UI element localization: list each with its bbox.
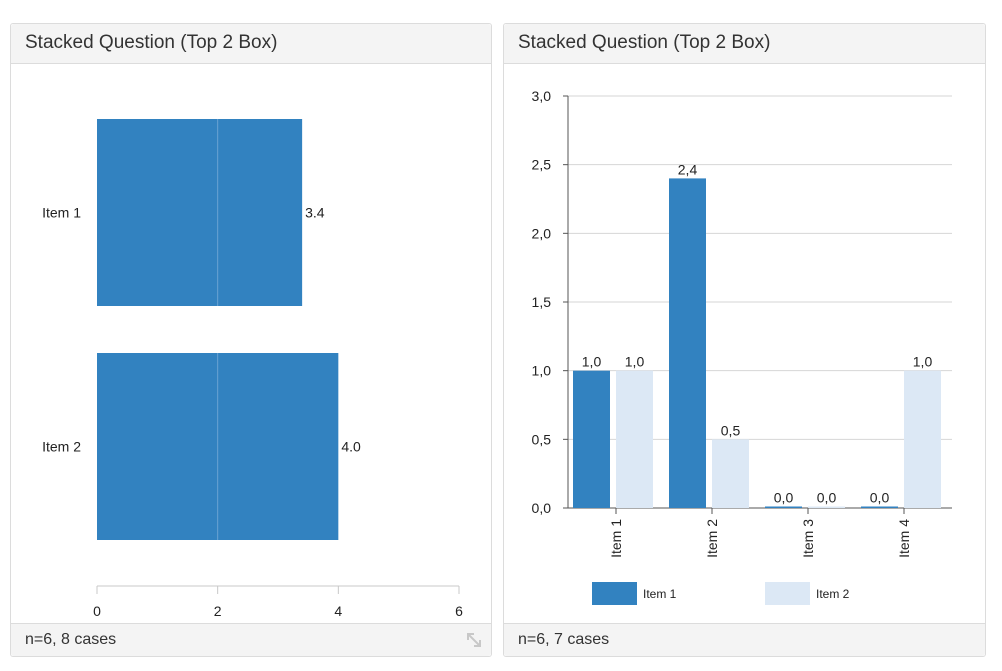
x-tick-label: Item 3 [800, 519, 816, 558]
legend-swatch [592, 582, 637, 605]
legend-label: Item 2 [816, 587, 850, 601]
panel-header: Stacked Question (Top 2 Box) [11, 24, 491, 64]
y-tick-label: 2,0 [532, 225, 552, 241]
bar-item-2 [712, 439, 749, 508]
data-label: 1,0 [625, 354, 645, 370]
bar-item-1 [669, 178, 706, 508]
data-label: 1,0 [582, 354, 602, 370]
panel-title: Stacked Question (Top 2 Box) [25, 32, 278, 53]
legend-swatch [765, 582, 810, 605]
x-tick-label: Item 2 [704, 519, 720, 558]
category-label: Item 2 [42, 439, 81, 455]
data-label: 4.0 [341, 439, 361, 455]
case-count: n=6, 7 cases [518, 631, 610, 648]
bar-item-1 [765, 506, 802, 508]
data-label: 0,0 [774, 490, 794, 506]
y-tick-label: 0,5 [532, 431, 552, 447]
case-count: n=6, 8 cases [25, 631, 117, 648]
y-tick-label: 2,5 [532, 157, 552, 173]
vertical-bar-chart: 0,0 0,5 1,0 1,5 2,0 2,5 3,0 1,0 1,0 Item 1 2,4 0,5 I… [532, 88, 952, 605]
data-label: 0,0 [817, 490, 837, 506]
data-label: 0,0 [870, 490, 890, 506]
x-tick-label: 0 [93, 603, 101, 619]
y-tick-label: 3,0 [532, 88, 552, 104]
panel-header: Stacked Question (Top 2 Box) [504, 24, 985, 64]
y-tick-label: 0,0 [532, 500, 552, 516]
data-label: 1,0 [913, 354, 933, 370]
category-label: Item 1 [42, 205, 81, 221]
resize-arrows-icon[interactable] [465, 631, 483, 649]
data-label: 0,5 [721, 422, 741, 438]
bar-item-1 [97, 119, 303, 306]
x-tick-label: Item 4 [896, 519, 912, 558]
bar-item-2 [616, 370, 653, 508]
left-chart-panel: Stacked Question (Top 2 Box) Item 1 3.4 It… [10, 23, 492, 657]
bar-item-1 [573, 370, 610, 508]
bar-item-2 [904, 370, 941, 508]
horizontal-bar-chart: Item 1 3.4 Item 2 4.0 0 2 4 6 [42, 119, 463, 619]
x-tick-label: Item 1 [608, 519, 624, 558]
y-tick-label: 1,5 [532, 294, 552, 310]
x-tick-label: 4 [334, 603, 342, 619]
panel-footer: n=6, 7 cases [504, 623, 985, 656]
right-chart-panel: Stacked Question (Top 2 Box) 0,0 0,5 1,0 1,… [503, 23, 986, 657]
bar-item-1 [861, 506, 898, 508]
bar-item-2 [808, 506, 845, 508]
x-tick-label: 2 [214, 603, 222, 619]
legend-label: Item 1 [643, 587, 677, 601]
panel-title: Stacked Question (Top 2 Box) [518, 32, 771, 53]
panel-footer: n=6, 8 cases [11, 623, 491, 656]
data-label: 3.4 [305, 205, 325, 221]
y-tick-label: 1,0 [532, 363, 552, 379]
x-tick-label: 6 [455, 603, 463, 619]
data-label: 2,4 [678, 161, 698, 177]
